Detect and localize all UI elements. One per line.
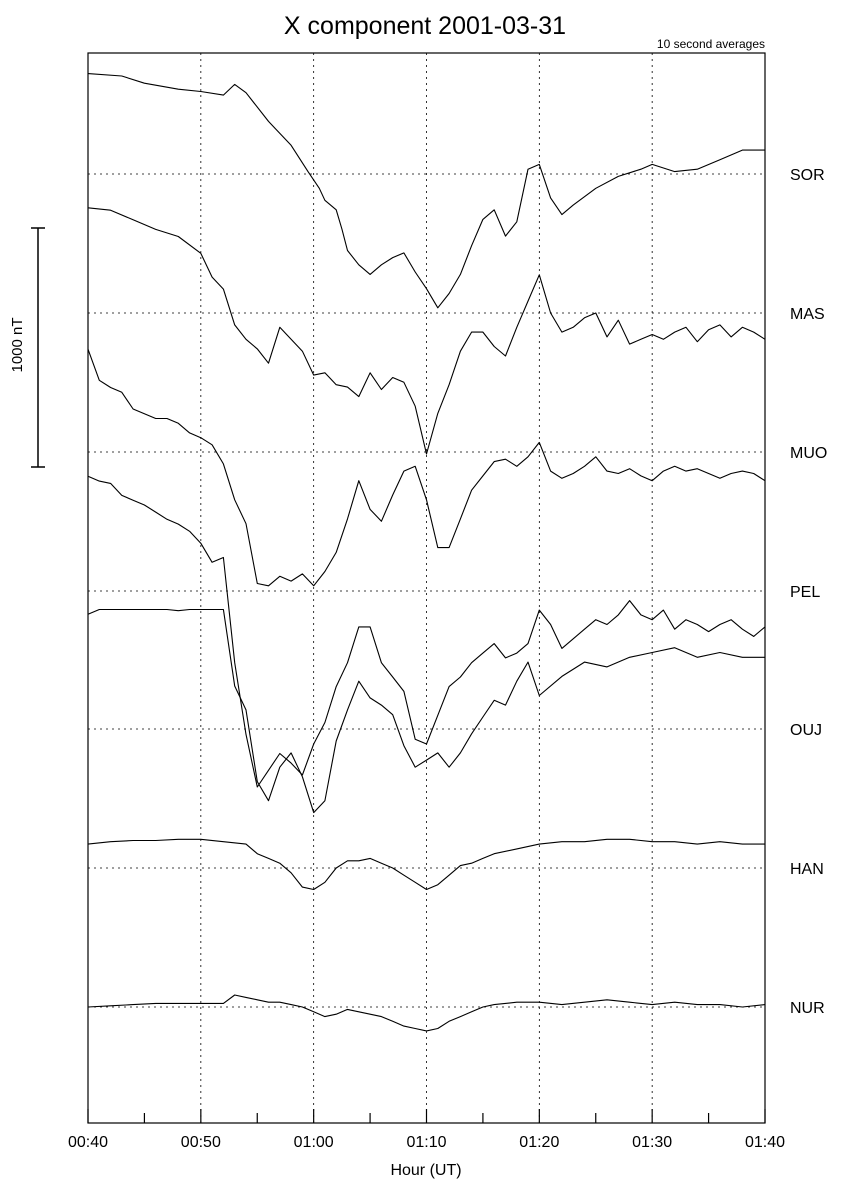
x-tick-label: 00:40 — [68, 1134, 108, 1151]
trace-muo — [87, 349, 766, 587]
x-tick-label: 01:00 — [294, 1134, 334, 1151]
x-tick-label: 00:50 — [181, 1134, 221, 1151]
chart-subtitle: 10 second averages — [657, 37, 765, 51]
station-label-pel: PEL — [790, 584, 820, 601]
station-traces — [87, 73, 766, 1032]
scale-bar: 1000 nT — [9, 227, 45, 468]
station-labels: SOR MAS MUO PEL OUJ HAN NUR — [790, 167, 827, 1017]
station-label-muo: MUO — [790, 445, 827, 462]
trace-nur — [87, 994, 766, 1032]
x-tick-label: 01:10 — [406, 1134, 446, 1151]
trace-sor — [87, 73, 765, 309]
station-label-mas: MAS — [790, 306, 825, 323]
station-label-ouj: OUJ — [790, 722, 822, 739]
station-label-han: HAN — [790, 861, 824, 878]
trace-mas — [87, 207, 766, 455]
x-tick-label: 01:30 — [632, 1134, 672, 1151]
x-axis-label: Hour (UT) — [390, 1162, 461, 1179]
trace-han — [87, 838, 765, 891]
x-tick-label: 01:40 — [745, 1134, 785, 1151]
grid-lines — [88, 53, 765, 1123]
x-axis-ticks — [87, 1109, 766, 1123]
trace-ouj — [87, 608, 765, 814]
x-axis-tick-labels: 00:40 00:50 01:00 01:10 01:20 01:30 01:40 — [68, 1134, 785, 1151]
station-label-nur: NUR — [790, 1000, 825, 1017]
x-tick-label: 01:20 — [519, 1134, 559, 1151]
station-label-sor: SOR — [790, 167, 825, 184]
trace-pel — [87, 475, 766, 788]
scale-bar-label: 1000 nT — [9, 317, 26, 372]
chart-title: X component 2001-03-31 — [284, 12, 566, 40]
